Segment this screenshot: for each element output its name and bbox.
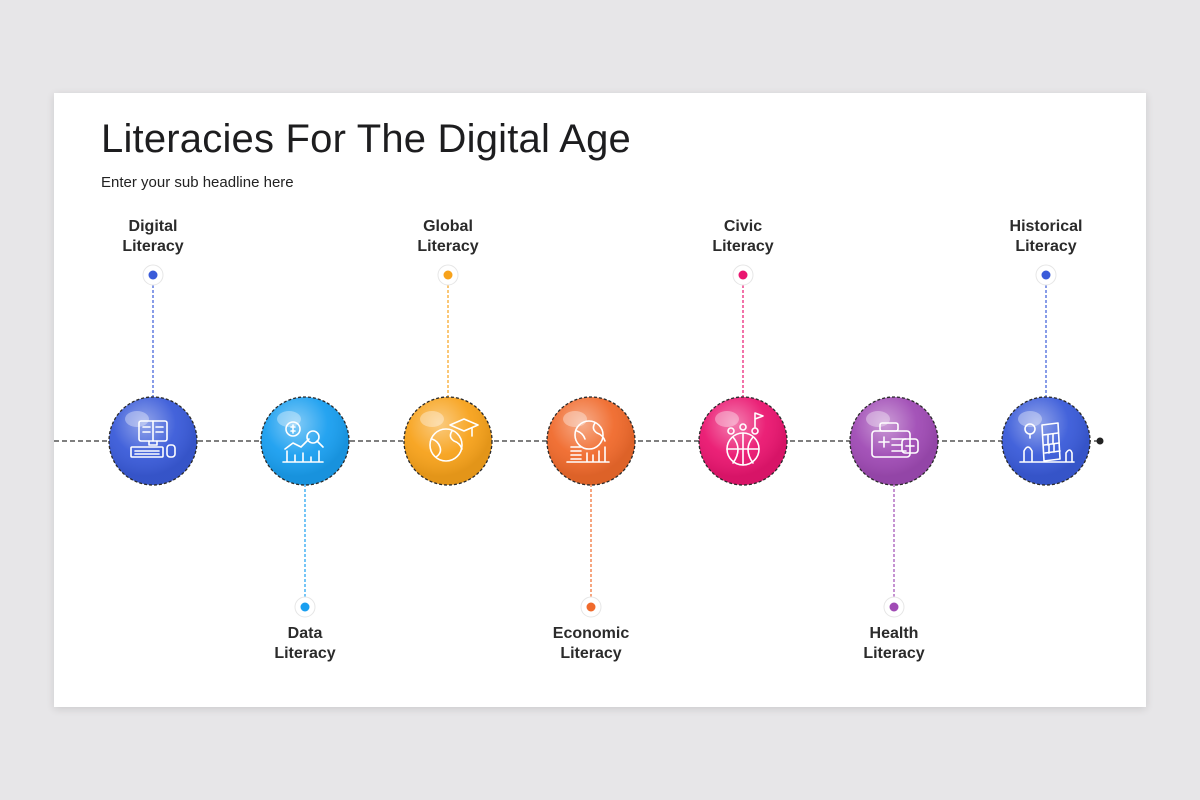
computer-book-icon: [130, 420, 176, 458]
node-border: [849, 396, 939, 486]
data-chart-icon: [282, 421, 324, 463]
node-label-line2: Literacy: [122, 238, 184, 255]
literacy-node[interactable]: [849, 396, 939, 486]
globe-coins-icon: [566, 420, 610, 463]
node-gloss: [404, 397, 492, 485]
node-gloss: [547, 397, 635, 485]
endpoint-dot: [148, 270, 158, 280]
literacy-node[interactable]: [1001, 396, 1091, 486]
node-label-line1: Economic: [552, 625, 630, 642]
endpoint-dot: [738, 270, 748, 280]
slide: Literacies For The Digital Age Enter you…: [54, 93, 1146, 707]
node-gloss: [850, 397, 938, 485]
endpoint-dot: [443, 270, 453, 280]
node-label: Health Literacy: [814, 624, 974, 664]
node-label: Historical Literacy: [966, 217, 1126, 257]
node-border: [108, 396, 198, 486]
node-highlight: [125, 411, 149, 427]
endpoint-dot: [586, 602, 596, 612]
node-label: Economic Literacy: [511, 624, 671, 664]
page-title: Literacies For The Digital Age: [101, 117, 631, 161]
node-border: [1001, 396, 1091, 486]
node-label-line2: Literacy: [1015, 238, 1077, 255]
node-label: Data Literacy: [225, 624, 385, 664]
node-label-line1: Global: [423, 218, 473, 235]
endpoint-dot: [300, 602, 310, 612]
literacy-node[interactable]: [260, 396, 350, 486]
literacy-node[interactable]: [546, 396, 636, 486]
node-label: Civic Literacy: [663, 217, 823, 257]
node-highlight: [715, 411, 739, 427]
node-gloss: [1002, 397, 1090, 485]
node-label-line2: Literacy: [863, 645, 925, 662]
civic-people-globe-icon: [726, 412, 764, 466]
node-border: [260, 396, 350, 486]
node-highlight: [563, 411, 587, 427]
literacy-node[interactable]: [108, 396, 198, 486]
endpoint-dot: [889, 602, 899, 612]
timeline-end-dot: [1096, 437, 1104, 445]
node-label-line1: Civic: [723, 218, 763, 235]
node-label-line2: Literacy: [417, 238, 479, 255]
literacy-node[interactable]: [698, 396, 788, 486]
node-label-line2: Literacy: [274, 645, 336, 662]
timeline-diagram: [54, 264, 1104, 618]
node-highlight: [420, 411, 444, 427]
leaning-tower-icon: [1019, 422, 1075, 463]
node-highlight: [866, 411, 890, 427]
node-label-line1: Health: [869, 625, 919, 642]
literacy-node[interactable]: [403, 396, 493, 486]
node-border: [403, 396, 493, 486]
node-border: [546, 396, 636, 486]
medical-kit-icon: [871, 422, 919, 458]
node-label: Digital Literacy: [73, 217, 233, 257]
node-label-line1: Historical: [1009, 218, 1083, 235]
node-label-line1: Data: [287, 625, 323, 642]
node-gloss: [261, 397, 349, 485]
globe-graduation-icon: [429, 418, 479, 462]
node-label-line2: Literacy: [712, 238, 774, 255]
node-border: [698, 396, 788, 486]
endpoint-dot: [1041, 270, 1051, 280]
node-label: Global Literacy: [368, 217, 528, 257]
node-highlight: [1018, 411, 1042, 427]
node-label-line2: Literacy: [560, 645, 622, 662]
node-label-line1: Digital: [128, 218, 178, 235]
page-subtitle: Enter your sub headline here: [101, 174, 294, 191]
